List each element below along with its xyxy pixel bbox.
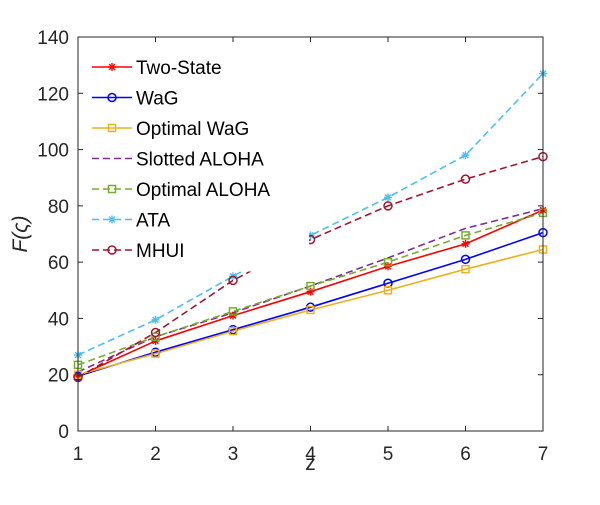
x-tick-label: 3 (228, 444, 239, 465)
legend-label: Two-State (136, 58, 222, 79)
data-point-ata (384, 193, 392, 202)
data-point-mhui (150, 327, 161, 338)
axis-ticks (77, 36, 544, 432)
data-point-optimal-wag (383, 286, 393, 295)
legend-items: Two-State WaG Optimal WaG Slotted ALOHA Opti… (92, 58, 270, 262)
data-point-optimal-wag (461, 264, 470, 274)
data-point-optimal-aloha (306, 281, 315, 291)
legend-box (83, 48, 309, 272)
y-tick-label: 0 (58, 422, 69, 443)
legend-label: WaG (136, 89, 179, 110)
y-tick-label: 40 (48, 309, 69, 330)
x-tick-label: 6 (460, 444, 471, 465)
y-tick-label: 120 (37, 84, 69, 105)
legend-item-mhui: MHUI (92, 241, 185, 262)
y-tick-label: 80 (48, 197, 69, 218)
tick-labels: 1 2 3 4 5 6 7 0 20 40 60 80 100 120 140 (37, 28, 548, 465)
data-point-optimal-wag (228, 326, 238, 336)
data-point-optimal-aloha (228, 307, 238, 316)
legend-marker (108, 215, 116, 224)
data-point-optimal-aloha (461, 231, 470, 240)
series-line-optimal-wag (77, 248, 544, 376)
legend-item-ata: ATA (92, 211, 170, 232)
legend-item-optimal-aloha: Optimal ALOHA (92, 180, 270, 201)
data-point-optimal-wag (306, 305, 315, 315)
legend-marker (107, 184, 117, 194)
legend-item-two-state: Two-State (92, 58, 222, 79)
data-point-mhui (228, 275, 238, 286)
data-point-optimal-wag (151, 349, 160, 358)
legend-marker (107, 123, 117, 133)
data-point-two-state (461, 239, 470, 248)
x-tick-label: 2 (150, 444, 161, 465)
y-tick-label: 140 (37, 28, 69, 49)
legend-item-slotted-aloha: Slotted ALOHA (92, 150, 264, 171)
legend-label: Slotted ALOHA (136, 150, 264, 171)
legend-marker (107, 245, 117, 255)
y-tick-label: 20 (48, 366, 69, 387)
x-tick-label: 7 (538, 444, 549, 465)
y-tick-label: 60 (48, 253, 69, 274)
legend-label: Optimal WaG (136, 119, 249, 140)
data-point-ata (151, 315, 160, 324)
x-axis-label: z (305, 452, 316, 475)
legend-label: Optimal ALOHA (136, 180, 270, 201)
y-axis-label: F(ς) (9, 215, 32, 252)
legend-marker (107, 92, 117, 103)
legend-label: ATA (136, 211, 170, 232)
data-point-mhui (383, 201, 393, 211)
legend-label: MHUI (136, 241, 185, 262)
legend-item-optimal-wag: Optimal WaG (92, 119, 249, 140)
y-tick-label: 100 (37, 141, 69, 162)
x-tick-label: 5 (383, 444, 394, 465)
data-point-optimal-aloha (151, 332, 160, 341)
x-tick-label: 4 (305, 444, 316, 465)
plot-markers (73, 69, 548, 383)
data-point-mhui (460, 174, 471, 184)
legend-marker (108, 63, 116, 71)
x-tick-label: 1 (73, 444, 84, 465)
legend: Two-State WaG Optimal WaG Slotted ALOHA Opti… (83, 48, 309, 272)
legend-item-wag: WaG (92, 89, 179, 110)
data-point-wag (460, 254, 471, 265)
data-point-ata (461, 151, 470, 160)
data-point-optimal-aloha (383, 257, 393, 267)
